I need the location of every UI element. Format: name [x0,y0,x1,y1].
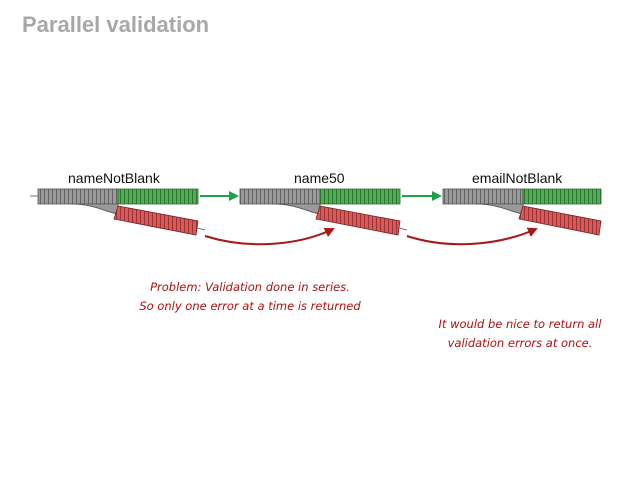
problem-note-line-1: Problem: Validation done in series. [150,280,350,294]
success-track-segment [319,188,401,205]
node-label-name50: name50 [294,170,345,186]
failure-track-segment [315,205,408,236]
failure-track-segment [113,205,206,236]
track-name50 [239,188,408,236]
track-name-not-blank [30,188,206,236]
switch-curve [69,203,119,215]
failure-track-segment [518,205,602,236]
node-label-email-not-blank: emailNotBlank [472,170,563,186]
neutral-track-segment [442,188,524,205]
wish-note-line-1: It would be nice to return all [438,317,602,331]
success-track-segment [522,188,602,205]
neutral-track-segment [30,188,119,205]
failure-arrow-2 [406,227,538,246]
problem-note-line-2: So only one error at a time is returned [139,299,361,313]
wish-note-line-2: validation errors at once. [447,336,593,350]
slide-title: Parallel validation [22,12,210,37]
neutral-track-segment [239,188,321,205]
success-track-segment [117,188,199,205]
switch-curve [271,203,321,215]
switch-curve [474,203,524,215]
failure-arrow-1 [204,227,335,246]
problem-note: Problem: Validation done in series. So o… [120,278,380,316]
wish-note: It would be nice to return all validatio… [410,315,630,353]
node-label-name-not-blank: nameNotBlank [68,170,160,186]
track-email-not-blank [442,188,602,236]
